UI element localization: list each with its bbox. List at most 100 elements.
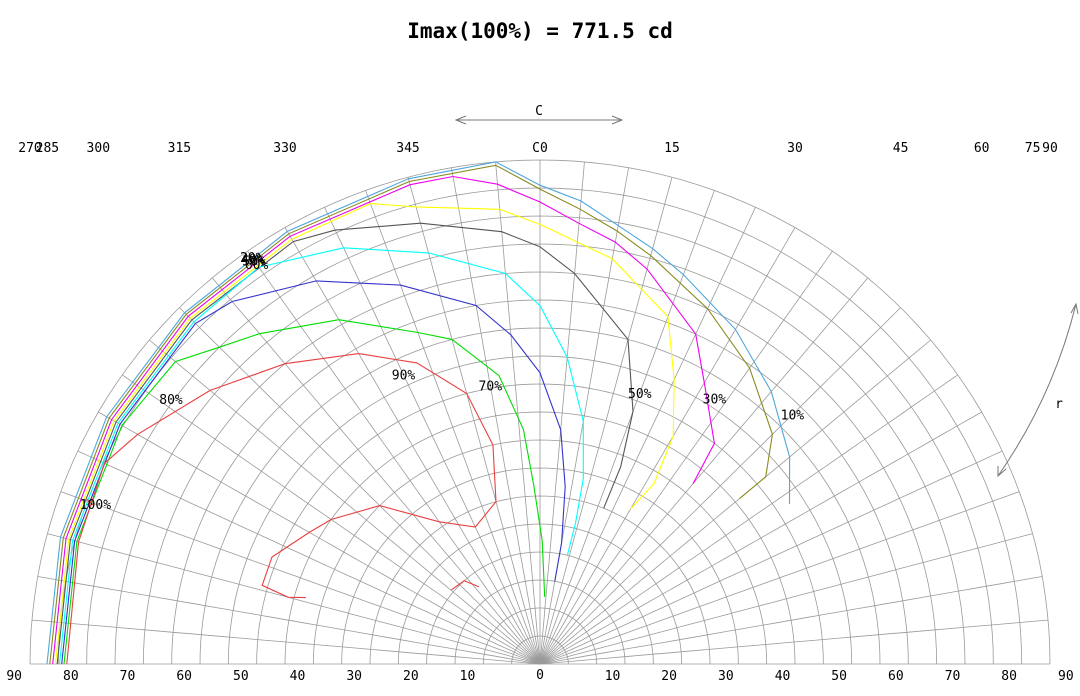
c-meridian: [407, 177, 541, 665]
c-meridian: [247, 250, 541, 665]
contour-label: 90%: [392, 369, 416, 384]
contour-40pct: [54, 203, 675, 665]
gamma-tick-label-left: 10: [460, 669, 476, 684]
c-tick-label: 30: [787, 141, 803, 156]
gamma-tick-label-left: 40: [290, 669, 306, 684]
gamma-tick-label-right: 60: [888, 669, 904, 684]
gamma-tick-label-right: 20: [661, 669, 677, 684]
c-tick-label: 15: [664, 141, 680, 156]
c-tick-label: C0: [532, 141, 548, 156]
c-tick-label: 90: [1042, 141, 1058, 156]
c-tick-label: 270: [18, 141, 41, 156]
c-meridian: [539, 450, 1003, 665]
contour-label: 70%: [479, 380, 503, 395]
c-tick-label: 315: [168, 141, 191, 156]
contour-label: 60%: [245, 258, 269, 273]
c-axis-label: C: [535, 104, 543, 119]
c-meridian: [539, 167, 629, 665]
gamma-tick-label-left: 30: [346, 669, 362, 684]
c-meridian: [539, 277, 869, 665]
r-axis-arrow: [997, 303, 1077, 477]
c-tick-label: 285: [36, 141, 59, 156]
axis-decorations: C r: [454, 104, 1079, 478]
contour-100pct-fragment: [450, 580, 480, 591]
c-meridian: [539, 227, 796, 665]
c-tick-label: 345: [396, 141, 419, 156]
c-meridian: [539, 307, 901, 665]
contour-label: 50%: [628, 387, 652, 402]
contour-20pct: [49, 164, 773, 665]
r-axis-arrowhead-top: [1070, 302, 1079, 315]
c-tick-label: 60: [974, 141, 990, 156]
c-meridian: [47, 533, 541, 665]
chart-title: Imax(100%) = 771.5 cd: [407, 19, 673, 43]
c-meridian: [539, 619, 1049, 665]
contour-label: 10%: [781, 409, 805, 424]
grid: [29, 159, 1051, 665]
gamma-tick-label-right: 70: [945, 669, 961, 684]
c-tick-label: 330: [273, 141, 296, 156]
contour-label: 80%: [159, 393, 183, 408]
contour-80pct: [63, 319, 546, 665]
c-meridian: [149, 339, 541, 665]
gamma-tick-label-left: 20: [403, 669, 419, 684]
c-meridian: [539, 177, 673, 665]
c-meridian: [37, 576, 541, 665]
c-meridian: [539, 190, 715, 665]
contour-label: 30%: [703, 393, 727, 408]
c-meridian: [539, 411, 982, 665]
gamma-tick-label-right: 40: [775, 669, 791, 684]
contour-100pct: [66, 353, 497, 665]
c-meridian: [539, 374, 959, 665]
contour-label: 40%: [241, 253, 265, 268]
c-meridian: [539, 161, 585, 665]
contour-50pct: [56, 222, 634, 665]
c-meridian: [179, 307, 541, 665]
c-meridian: [451, 167, 541, 665]
c-meridian: [539, 207, 756, 665]
gamma-tick-label-right: 90: [1058, 669, 1074, 684]
c-tick-label: 75: [1025, 141, 1041, 156]
c-meridian: [284, 227, 541, 665]
gamma-tick-label-right: 30: [718, 669, 734, 684]
gamma-tick-label-right: 10: [605, 669, 621, 684]
gamma-tick-label-left: 60: [176, 669, 192, 684]
r-axis-arrowhead-bottom: [997, 466, 1007, 478]
gamma-tick-label-left: 0: [536, 668, 544, 683]
c-tick-label: 300: [87, 141, 110, 156]
c-meridian: [211, 277, 541, 665]
contour-label: 50%: [242, 254, 266, 269]
contour-labels: 10%30%50%70%90%80%100%20%40%50%60%: [80, 251, 805, 513]
c-meridian: [60, 491, 541, 665]
contour-70pct: [61, 280, 566, 665]
gamma-tick-label-left: 80: [63, 669, 79, 684]
c-axis-arrowhead-right: [611, 115, 624, 125]
gamma-tick-label-left: 50: [233, 669, 249, 684]
c-meridian: [539, 250, 833, 665]
c-meridian: [31, 619, 541, 665]
c-meridian: [539, 339, 931, 665]
c-tick-label: 45: [893, 141, 909, 156]
gamma-tick-label-right: 50: [831, 669, 847, 684]
c-meridian: [539, 533, 1033, 665]
contour-label: 20%: [240, 251, 264, 266]
contour-30pct: [52, 175, 715, 665]
contour-60pct: [58, 247, 584, 665]
c-meridian: [539, 576, 1043, 665]
c-meridian: [98, 411, 541, 665]
gamma-tick-label-left: 70: [120, 669, 136, 684]
contour-label: 100%: [80, 498, 111, 513]
c-axis-arrowhead-left: [454, 115, 467, 125]
max-intensity-marker: [86, 498, 94, 506]
gamma-tick-label-right: 80: [1001, 669, 1017, 684]
r-axis-label: r: [1055, 397, 1063, 412]
c-meridian: [495, 161, 541, 665]
gamma-tick-label-left: 90: [6, 669, 22, 684]
c-meridian: [539, 491, 1020, 665]
c-meridian: [77, 450, 541, 665]
contour-10pct: [46, 161, 791, 665]
series-layer: [46, 161, 791, 665]
c-meridian: [365, 190, 541, 665]
